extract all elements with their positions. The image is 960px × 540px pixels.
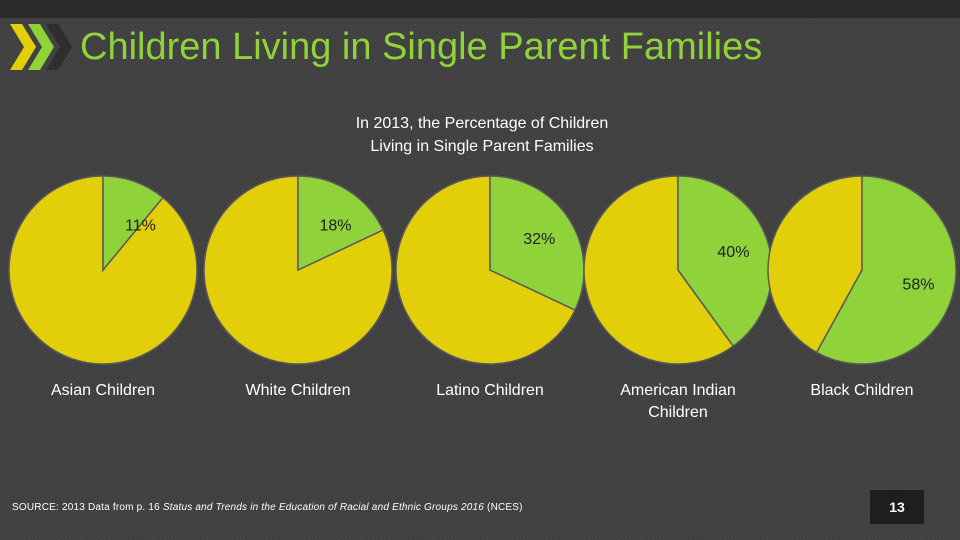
pie-slice-value (489, 175, 585, 312)
category-label: American Indian Children (588, 380, 768, 424)
pie-slice-value (677, 175, 773, 348)
pie-charts: 11% 18% 32% 40% 58% (8, 175, 957, 365)
source-suffix: (NCES) (484, 502, 523, 513)
source-note: SOURCE: 2013 Data from p. 16 Status and … (12, 502, 523, 513)
category-label: Black Children (772, 380, 952, 402)
chart-title-line: In 2013, the Percentage of Children (355, 115, 609, 132)
pie-slice-value (297, 175, 385, 272)
category-label-line: Children (648, 404, 708, 421)
pie-latino-children: 32% (395, 175, 585, 365)
chart-title-line: Living in Single Parent Families (370, 138, 594, 155)
pie-black-children: 58% (767, 175, 957, 365)
pie-value-label: 58% (902, 276, 934, 293)
pie-slice-value (815, 175, 957, 365)
pie-slice-remainder (395, 175, 577, 365)
pie-value-label: 18% (319, 217, 351, 234)
top-bar (0, 0, 960, 18)
slide-title: Children Living in Single Parent Familie… (80, 26, 763, 68)
pie-american-indian-children: 40% (583, 175, 773, 365)
pie-value-label: 32% (523, 231, 555, 248)
category-label-line: Black Children (810, 382, 914, 399)
pie-asian-children: 11% (8, 175, 198, 365)
source-prefix: SOURCE: 2013 Data from p. 16 (12, 502, 163, 513)
page-number: 13 (870, 490, 924, 524)
pie-slice-value (102, 175, 164, 273)
pie-value-label: 11% (125, 217, 156, 234)
source-title: Status and Trends in the Education of Ra… (162, 502, 485, 513)
category-label: White Children (208, 380, 388, 402)
pie-slice-remainder (583, 175, 735, 365)
chart-title: In 2013, the Percentage of Children Livi… (280, 112, 684, 158)
pie-slice-remainder (203, 175, 393, 365)
category-label: Latino Children (400, 380, 580, 402)
category-label-line: American Indian (620, 382, 736, 399)
chevrons-icon (10, 24, 72, 70)
category-label-line: Latino Children (436, 382, 544, 399)
category-label-line: White Children (245, 382, 351, 399)
pie-value-label: 40% (717, 244, 749, 261)
pie-white-children: 18% (203, 175, 393, 365)
pie-slice-remainder (767, 175, 863, 354)
category-label-line: Asian Children (50, 382, 156, 399)
category-label: Asian Children (13, 380, 193, 402)
